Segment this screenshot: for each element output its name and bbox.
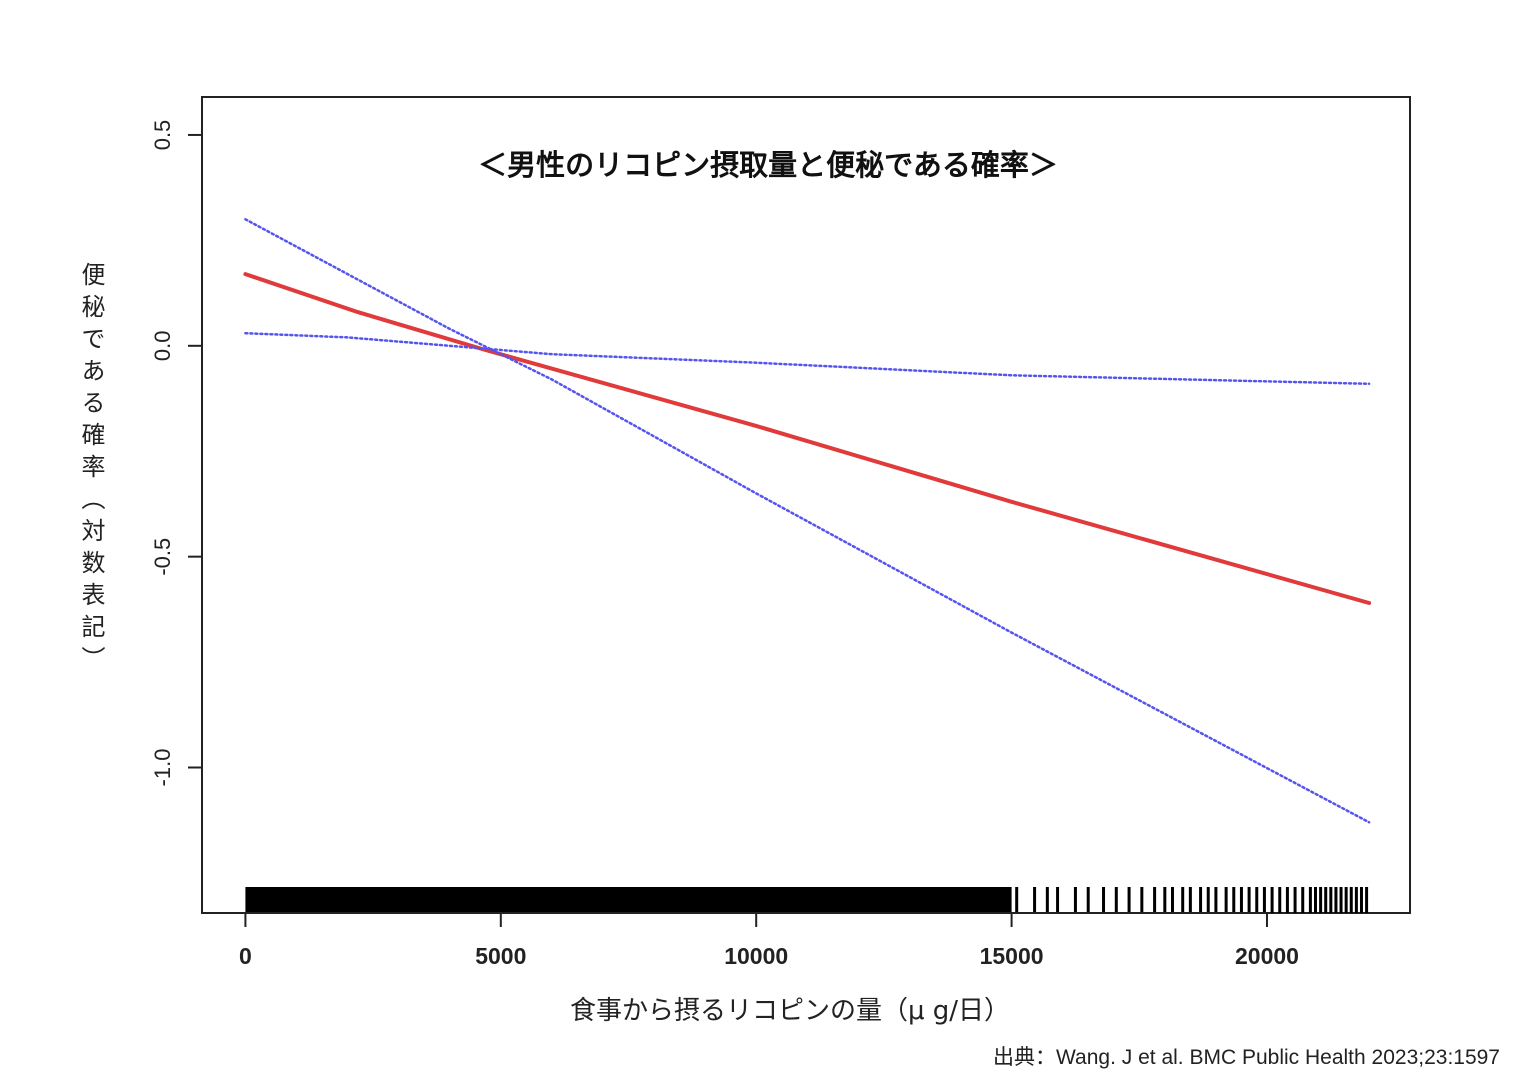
x-tick-label: 10000 <box>724 943 788 969</box>
plot-frame <box>201 96 1411 914</box>
x-tick-label: 15000 <box>980 943 1044 969</box>
chart-title: ＜男性のリコピン摂取量と便秘である確率＞ <box>478 148 1058 182</box>
x-tick-label: 0 <box>239 943 252 969</box>
series-line-estimate <box>243 272 1372 605</box>
y-axis-label: 便秘である確率（対数表記） <box>77 262 105 678</box>
y-tick-label: -1.0 <box>150 749 175 787</box>
y-axis-label-wrap: 便秘である確率（対数表記） <box>74 262 114 712</box>
series-line-upper-ci <box>244 331 1371 386</box>
series-layer <box>243 218 1372 824</box>
y-tick-label: 0.0 <box>150 331 175 362</box>
x-axis-label: 食事から摂るリコピンの量（μ g/日） <box>569 996 1011 1026</box>
x-axis: 0 5000 10000 15000 20000 <box>239 912 1299 969</box>
series-line-lower-ci <box>244 218 1371 824</box>
x-tick-label: 20000 <box>1235 943 1299 969</box>
y-axis: 0.5 0.0 -0.5 -1.0 <box>150 120 203 787</box>
rug-dense-block <box>245 887 1012 913</box>
y-tick-label: 0.5 <box>150 120 175 151</box>
x-tick-label: 5000 <box>475 943 526 969</box>
rug-plot <box>245 887 1369 913</box>
y-tick-label: -0.5 <box>150 538 175 576</box>
source-citation: 出典：Wang. J et al. BMC Public Health 2023… <box>993 1046 1500 1069</box>
